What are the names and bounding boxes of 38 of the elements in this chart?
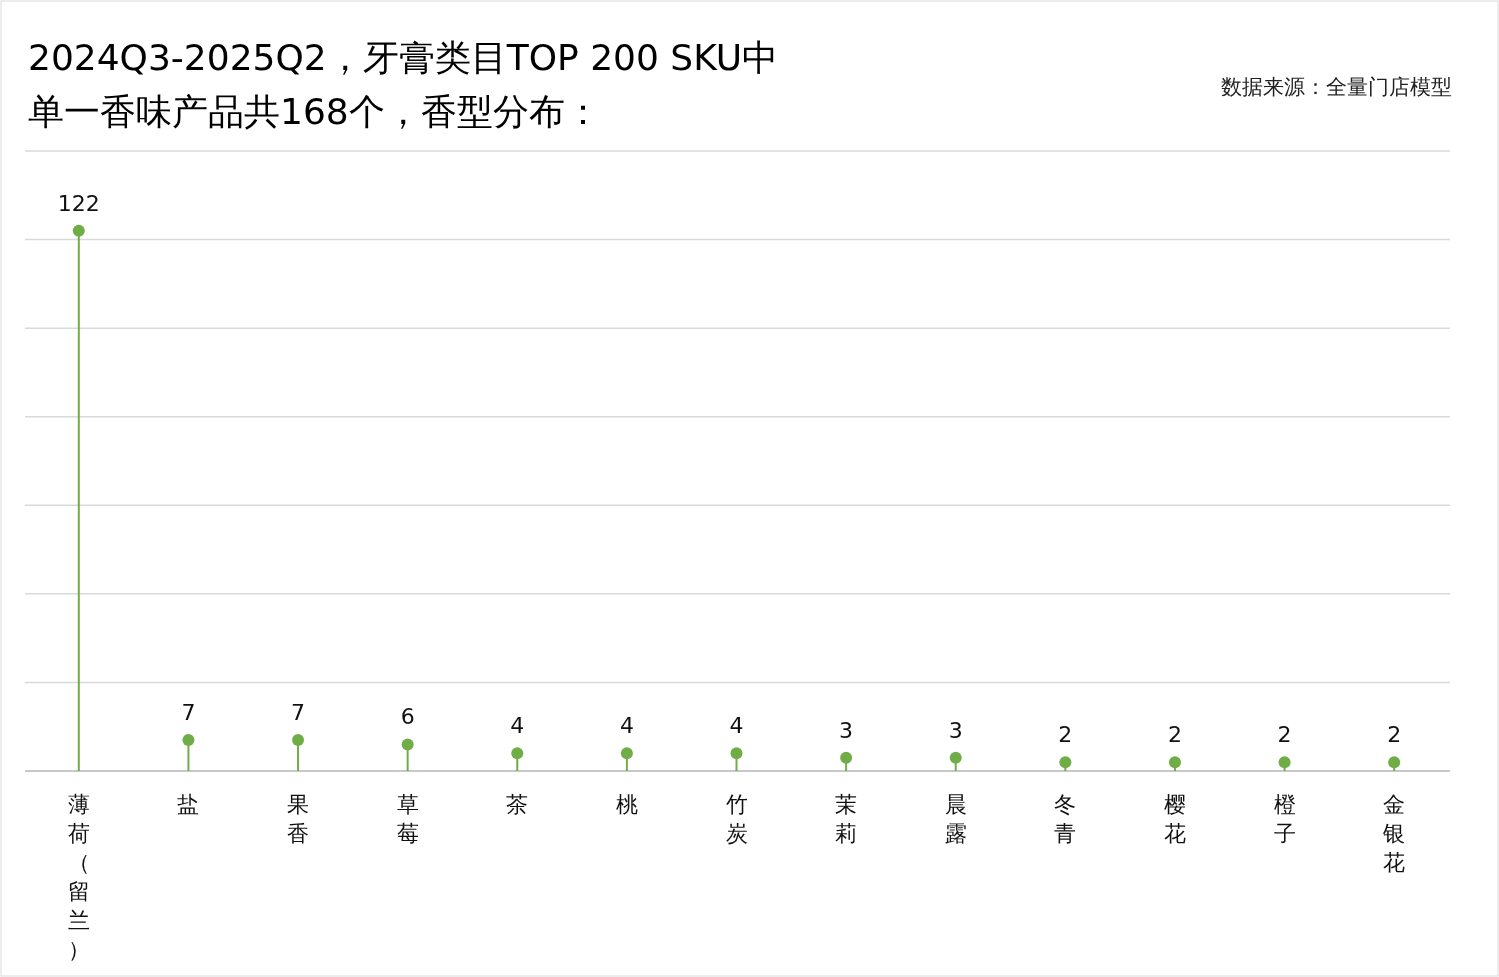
data-label: 4	[510, 713, 525, 739]
source-note: 数据来源：全量门店模型	[1221, 75, 1452, 99]
x-tick-label: 橙子	[1273, 792, 1296, 846]
x-tick-label: 果香	[287, 792, 310, 846]
x-tick-label: 草莓	[396, 792, 419, 846]
x-tick-label: 茉莉	[835, 792, 858, 846]
point	[182, 734, 195, 746]
point	[72, 224, 85, 237]
point	[620, 747, 633, 760]
x-tick-label: 樱花	[1163, 792, 1186, 846]
data-label: 7	[291, 700, 306, 725]
data-label: 3	[948, 717, 963, 743]
x-tick-label: 茶	[506, 792, 529, 817]
x-tick-label: 薄荷（留兰）	[67, 792, 90, 962]
x-tick-label: 桃	[615, 792, 638, 817]
data-label: 2	[1277, 722, 1292, 748]
x-tick-label: 晨露	[944, 792, 967, 846]
chart-subtitle: 单一香味产品共168个，香型分布：	[28, 91, 601, 132]
point	[840, 751, 853, 764]
data-label: 4	[619, 713, 634, 739]
point	[511, 747, 524, 760]
point	[292, 734, 305, 746]
point	[730, 747, 743, 760]
data-label: 4	[729, 713, 744, 739]
data-label: 6	[400, 704, 415, 730]
data-label: 3	[839, 717, 854, 743]
point	[401, 738, 414, 751]
x-tick-label: 竹炭	[725, 792, 748, 846]
chart-title: 2024Q3-2025Q2，牙膏类目TOP 200 SKU中	[28, 37, 779, 78]
x-tick-label: 金银花	[1382, 792, 1406, 875]
data-label: 2	[1058, 722, 1073, 748]
x-tick-label: 盐	[177, 792, 200, 817]
data-label: 2	[1167, 722, 1182, 748]
data-label: 2	[1387, 722, 1402, 748]
data-label: 122	[57, 190, 100, 216]
x-tick-label: 冬青	[1054, 792, 1077, 846]
data-label: 7	[181, 700, 196, 725]
point	[949, 751, 962, 764]
